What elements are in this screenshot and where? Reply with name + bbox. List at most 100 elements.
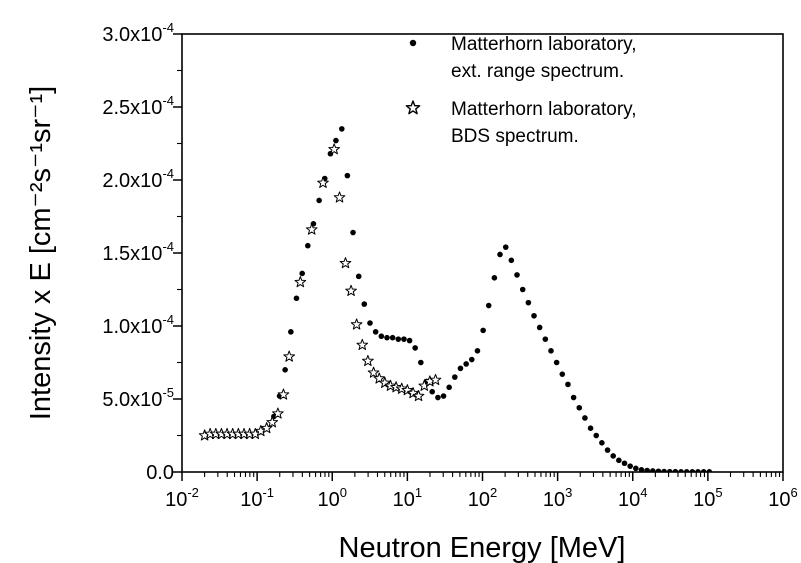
- data-point-star: [401, 384, 414, 396]
- data-point-dot: [599, 440, 605, 446]
- data-point-dot: [440, 393, 447, 399]
- data-point-dot: [638, 467, 645, 472]
- legend-label: BDS spectrum.: [451, 126, 579, 147]
- data-point-dot: [604, 447, 611, 453]
- data-point-dot: [333, 137, 339, 144]
- x-tick-label: 102: [468, 485, 497, 511]
- legend: Matterhorn laboratory, ext. range spectru…: [405, 34, 637, 147]
- y-tick-exponent: -5: [162, 385, 174, 400]
- x-tick-base: 10: [543, 489, 565, 511]
- data-point-dot: [429, 388, 435, 395]
- data-point-dot: [531, 312, 537, 319]
- data-point-star: [356, 338, 369, 351]
- data-point-star: [429, 373, 442, 386]
- data-point-dot: [587, 425, 594, 432]
- y-tick-mantissa: 2.0x10: [102, 170, 162, 192]
- data-point-star: [283, 350, 295, 362]
- data-point-dot: [367, 320, 373, 326]
- data-point-dot: [633, 465, 639, 472]
- data-point-dot: [446, 384, 452, 391]
- data-point-dot: [474, 348, 481, 354]
- x-tick-label: 10-2: [165, 485, 199, 511]
- y-tick-label: 3.0x10-4: [102, 20, 174, 46]
- data-point-dot: [485, 302, 492, 309]
- data-point-dot: [293, 295, 300, 302]
- data-point-dot: [316, 197, 322, 204]
- data-point-dot: [344, 172, 351, 179]
- y-tick-exponent: -4: [162, 93, 174, 108]
- data-point-dot: [491, 275, 498, 281]
- x-tick-label: 103: [543, 485, 572, 511]
- data-point-dot: [542, 336, 549, 342]
- data-point-dot: [378, 333, 385, 340]
- data-point-dot: [372, 329, 379, 335]
- y-tick-label: 5.0x10-5: [102, 385, 174, 411]
- data-point-dot: [435, 394, 441, 401]
- legend-label: Matterhorn laboratory,: [451, 99, 637, 120]
- data-point-star: [305, 223, 318, 235]
- x-tick-base: 10: [768, 489, 790, 511]
- x-tick-base: 10: [165, 489, 187, 511]
- x-tick-base: 10: [618, 489, 640, 511]
- y-tick-mantissa: 3.0x10: [102, 24, 162, 46]
- data-point-dot: [536, 324, 543, 331]
- data-point-star: [260, 422, 273, 434]
- y-tick-mantissa: 1.0x10: [102, 316, 162, 338]
- x-tick-exponent: 6: [791, 485, 798, 500]
- y-tick-exponent: -4: [162, 166, 174, 181]
- series-bds: [198, 143, 442, 441]
- x-tick-exponent: 5: [715, 485, 722, 500]
- y-axis-title: Intensity x E [cm⁻²s⁻¹sr⁻¹]: [25, 86, 57, 420]
- data-point-dot: [553, 359, 560, 366]
- data-point-dot: [610, 453, 616, 459]
- x-tick-exponent: -2: [187, 485, 199, 500]
- data-point-dot: [288, 329, 294, 335]
- data-point-dot: [502, 244, 509, 250]
- data-point-dot: [548, 348, 554, 354]
- data-point-dot: [576, 404, 583, 411]
- x-tick-label: 100: [318, 485, 347, 511]
- data-point-dot: [627, 463, 633, 469]
- x-tick-exponent: 3: [565, 485, 572, 500]
- data-point-dot: [412, 345, 418, 351]
- x-tick-label: 10-1: [240, 485, 274, 511]
- data-point-star: [294, 276, 307, 288]
- data-point-dot: [616, 457, 622, 464]
- x-tick-label: 101: [393, 485, 422, 511]
- data-point-dot: [338, 126, 345, 132]
- x-tick-base: 10: [318, 489, 340, 511]
- data-point-dot: [401, 336, 407, 342]
- y-tick-mantissa: 2.5x10: [102, 97, 162, 119]
- y-tick-label: 0.0: [146, 462, 174, 484]
- series-ext-range: [271, 126, 713, 472]
- data-point-dot: [350, 229, 356, 236]
- y-tick-mantissa: 5.0x10: [102, 389, 162, 411]
- legend-marker-star: [405, 100, 421, 115]
- data-point-star: [362, 354, 374, 367]
- x-axis: 10-2 10-1 100 101 102 103 104 105 106: [165, 472, 798, 511]
- data-point-star: [350, 318, 363, 330]
- y-tick-exponent: -4: [162, 20, 174, 35]
- data-point-dot: [514, 272, 520, 278]
- data-point-star: [412, 389, 425, 402]
- legend-label: Matterhorn laboratory,: [451, 34, 637, 55]
- legend-label: ext. range spectrum.: [451, 61, 624, 82]
- data-point-dot: [361, 301, 368, 307]
- data-point-star: [379, 376, 391, 388]
- data-point-dot: [299, 270, 305, 277]
- data-point-dot: [565, 381, 571, 388]
- data-point-star: [328, 143, 340, 155]
- x-tick-exponent: -1: [262, 485, 274, 500]
- x-tick-label: 106: [768, 485, 797, 511]
- data-point-dot: [582, 415, 588, 421]
- data-point-dot: [559, 371, 566, 377]
- data-point-dot: [452, 374, 458, 380]
- y-tick-mantissa: 0.0: [146, 462, 174, 484]
- y-axis: 0.05.0x10-51.0x10-41.5x10-42.0x10-42.5x1…: [102, 20, 182, 484]
- data-point-dot: [525, 299, 532, 306]
- y-tick-exponent: -4: [162, 312, 174, 327]
- y-tick-label: 2.0x10-4: [102, 166, 174, 192]
- data-point-dot: [480, 327, 486, 334]
- data-point-dot: [384, 334, 390, 341]
